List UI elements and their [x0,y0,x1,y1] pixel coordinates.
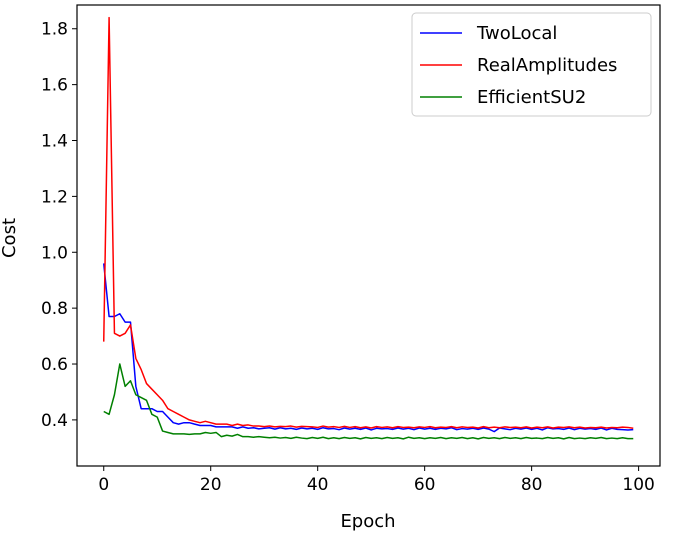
y-tick-label: 1.6 [41,76,68,96]
x-tick-label: 40 [307,475,329,495]
legend: TwoLocal RealAmplitudes EfficientSU2 [411,12,652,117]
series-line-3 [103,363,634,440]
plot-frame [76,4,661,467]
y-tick-label: 0.6 [41,355,68,375]
y-axis-title: Cost [0,218,20,258]
x-axis-title: Epoch [340,511,395,532]
y-axis: 0.4 0.6 0.8 1.0 1.2 1.4 1.6 1.8 [41,20,77,431]
y-tick-label: 1.8 [41,20,68,40]
x-axis: 0 20 40 60 80 100 [98,466,655,495]
series-layer [102,16,634,440]
y-tick-label: 1.2 [41,187,68,207]
legend-label-1: TwoLocal [476,23,557,44]
x-tick-label: 60 [414,475,436,495]
legend-label-2: RealAmplitudes [477,55,617,76]
legend-label-3: EfficientSU2 [477,87,586,108]
x-tick-label: 100 [622,475,654,495]
y-tick-label: 0.4 [41,411,68,431]
x-tick-label: 20 [200,475,222,495]
y-tick-label: 0.8 [41,299,68,319]
x-tick-label: 0 [98,475,109,495]
y-tick-label: 1.4 [41,132,68,152]
x-tick-label: 80 [521,475,543,495]
series-line-2 [102,16,634,430]
legend-box [411,12,652,117]
y-tick-label: 1.0 [41,243,68,263]
series-line-1 [102,263,634,433]
